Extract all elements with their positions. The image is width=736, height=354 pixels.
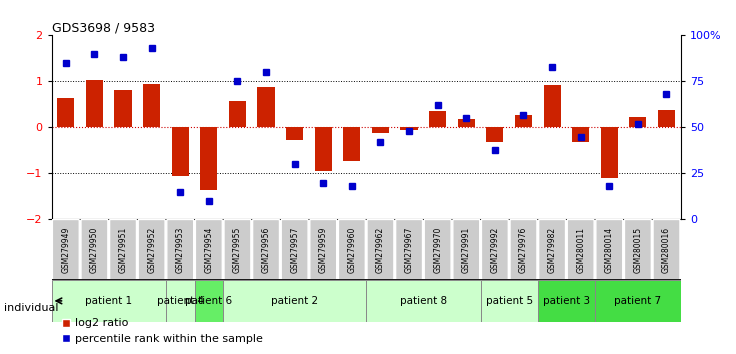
Text: individual: individual [4, 303, 58, 313]
Text: GSM279976: GSM279976 [519, 226, 528, 273]
FancyBboxPatch shape [110, 219, 136, 280]
Bar [86, 80, 103, 127]
Text: GSM279954: GSM279954 [205, 226, 213, 273]
Text: GSM279955: GSM279955 [233, 226, 242, 273]
Bar [194, 280, 223, 322]
Text: patient 1: patient 1 [85, 296, 132, 306]
Text: GSM279956: GSM279956 [261, 226, 271, 273]
Bar [572, 127, 590, 142]
Bar [223, 280, 367, 322]
FancyBboxPatch shape [367, 219, 394, 280]
FancyBboxPatch shape [339, 219, 365, 280]
FancyBboxPatch shape [224, 219, 251, 280]
FancyBboxPatch shape [281, 219, 308, 280]
Text: GSM279951: GSM279951 [118, 227, 127, 273]
Bar [343, 127, 361, 161]
Text: GDS3698 / 9583: GDS3698 / 9583 [52, 21, 155, 34]
Text: GSM279960: GSM279960 [347, 226, 356, 273]
Bar [200, 127, 217, 190]
Text: GSM279950: GSM279950 [90, 226, 99, 273]
Text: GSM279992: GSM279992 [490, 227, 500, 273]
FancyBboxPatch shape [167, 219, 194, 280]
Bar [115, 90, 132, 127]
Text: GSM279952: GSM279952 [147, 227, 156, 273]
Text: patient 6: patient 6 [185, 296, 233, 306]
FancyBboxPatch shape [81, 219, 108, 280]
Bar [601, 127, 618, 178]
Bar [543, 85, 561, 127]
FancyBboxPatch shape [539, 219, 565, 280]
Text: GSM279991: GSM279991 [461, 227, 471, 273]
Bar [486, 127, 503, 142]
Text: patient 8: patient 8 [400, 296, 447, 306]
FancyBboxPatch shape [624, 219, 651, 280]
FancyBboxPatch shape [567, 219, 594, 280]
Bar [658, 110, 675, 127]
Bar [143, 84, 160, 127]
Bar [258, 87, 275, 127]
FancyBboxPatch shape [252, 219, 280, 280]
Text: GSM280016: GSM280016 [662, 227, 671, 273]
Bar [481, 280, 538, 322]
Bar [629, 117, 646, 127]
Bar [315, 127, 332, 171]
Bar [372, 127, 389, 133]
FancyBboxPatch shape [424, 219, 451, 280]
Text: GSM279962: GSM279962 [376, 227, 385, 273]
Bar [595, 280, 681, 322]
Bar [57, 97, 74, 127]
Text: GSM279982: GSM279982 [548, 227, 556, 273]
Text: GSM279959: GSM279959 [319, 226, 328, 273]
Legend: log2 ratio, percentile rank within the sample: log2 ratio, percentile rank within the s… [57, 314, 267, 348]
Text: GSM279949: GSM279949 [61, 226, 71, 273]
Bar [458, 119, 475, 127]
Text: GSM280015: GSM280015 [634, 227, 643, 273]
Text: GSM279957: GSM279957 [290, 226, 299, 273]
Bar [429, 111, 446, 127]
Bar [52, 280, 166, 322]
Text: patient 2: patient 2 [271, 296, 318, 306]
FancyBboxPatch shape [310, 219, 336, 280]
Text: patient 7: patient 7 [615, 296, 662, 306]
FancyBboxPatch shape [138, 219, 165, 280]
FancyBboxPatch shape [396, 219, 422, 280]
FancyBboxPatch shape [52, 219, 79, 280]
Text: GSM280011: GSM280011 [576, 227, 585, 273]
FancyBboxPatch shape [510, 219, 537, 280]
Bar [166, 280, 194, 322]
Bar [229, 101, 246, 127]
FancyBboxPatch shape [596, 219, 623, 280]
Bar [367, 280, 481, 322]
Text: GSM279967: GSM279967 [405, 226, 414, 273]
Text: GSM280014: GSM280014 [605, 227, 614, 273]
FancyBboxPatch shape [453, 219, 480, 280]
Text: patient 3: patient 3 [543, 296, 590, 306]
Bar [400, 127, 417, 130]
FancyBboxPatch shape [653, 219, 680, 280]
Bar [538, 280, 595, 322]
FancyBboxPatch shape [481, 219, 509, 280]
Bar [171, 127, 189, 176]
FancyBboxPatch shape [195, 219, 222, 280]
Bar [515, 115, 532, 127]
Bar [286, 127, 303, 140]
Text: GSM279953: GSM279953 [176, 226, 185, 273]
Text: patient 4: patient 4 [157, 296, 204, 306]
Text: patient 5: patient 5 [486, 296, 533, 306]
Text: GSM279970: GSM279970 [434, 226, 442, 273]
